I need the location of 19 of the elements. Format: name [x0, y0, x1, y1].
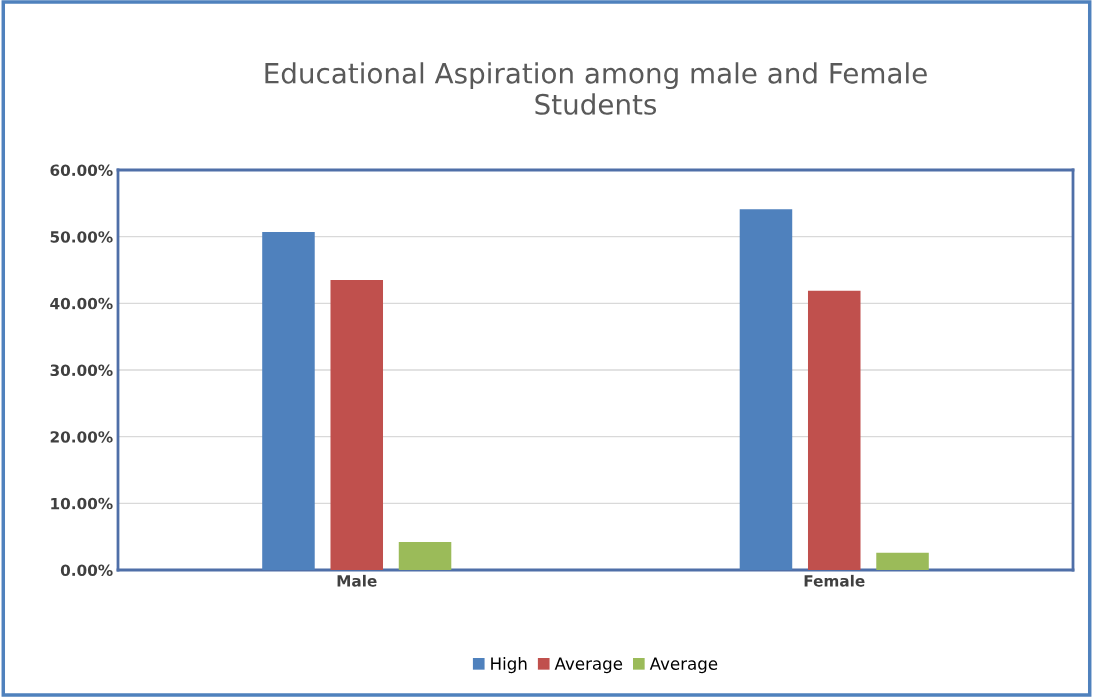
y-tick-label: 60.00%: [50, 164, 113, 177]
legend-label: High: [491, 657, 527, 674]
chart-title: Educational Aspiration among male and Female Students: [265, 62, 927, 115]
x-tick-label: Male: [337, 574, 377, 587]
bar: [739, 209, 793, 570]
legend-label: Average: [649, 657, 718, 674]
y-tick-label: 20.00%: [50, 431, 113, 443]
bar: [807, 290, 861, 570]
bar: [330, 280, 384, 570]
y-tick-label: 0.00%: [60, 564, 113, 577]
bar: [262, 232, 315, 570]
y-tick-label: 40.00%: [50, 297, 113, 310]
bar: [398, 542, 452, 570]
legend-label: Average: [554, 657, 623, 674]
bar: [876, 552, 929, 570]
y-tick-label: 10.00%: [51, 497, 113, 510]
x-tick-label: Female: [804, 574, 865, 587]
y-tick-label: 50.00%: [50, 231, 113, 243]
y-tick-label: 30.00%: [50, 364, 113, 377]
